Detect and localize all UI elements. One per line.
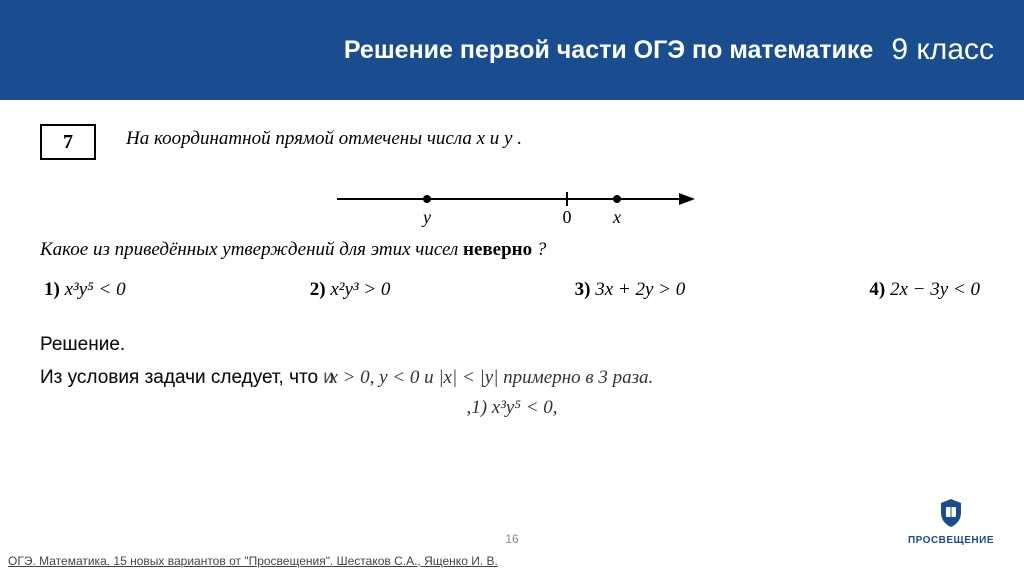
header-bar: Решение первой части ОГЭ по математике 9… [0, 0, 1024, 100]
option-4: 4) 2x − 3y < 0 [869, 279, 980, 301]
options-row: 1) x³y⁵ < 0 2) x²y³ > 0 3) 3x + 2y > 0 4… [40, 279, 984, 301]
option-1-expr: x³y⁵ < 0 [65, 279, 126, 300]
publisher-logo: ПРОСВЕЩЕНИЕ [908, 498, 994, 546]
option-3-num: 3) [575, 279, 591, 300]
option-3: 3) 3x + 2y > 0 [575, 279, 686, 301]
svg-text:0: 0 [563, 207, 572, 227]
header-title: Решение первой части ОГЭ по математике [344, 36, 873, 65]
solution-line-1: Из условия задачи следует, что Из услови… [40, 364, 984, 393]
number-line-svg: y 0 x [327, 174, 697, 229]
question-suffix: ? [537, 239, 547, 260]
shield-book-icon [939, 498, 963, 528]
logo-text: ПРОСВЕЩЕНИЕ [908, 535, 994, 546]
solution-block: Решение. Решение. Из условия задачи след… [40, 331, 984, 423]
option-1-num: 1) [44, 279, 60, 300]
option-4-num: 4) [869, 279, 885, 300]
solution-label-b: Решение. [40, 331, 125, 360]
task-var-x: x [477, 128, 485, 149]
task-number-box: 7 [40, 124, 96, 160]
question-prefix: Какое из приведённых утверждений для эти… [40, 239, 463, 260]
task-statement: На координатной прямой отмечены числа x … [126, 124, 522, 150]
solution-cond: x > 0, y < 0 и |x| < |y| примерно в 3 ра… [329, 367, 653, 388]
task-prefix: На координатной прямой отмечены числа [126, 128, 477, 149]
svg-text:y: y [421, 207, 431, 227]
question-text: Какое из приведённых утверждений для эти… [40, 239, 984, 261]
question-bold: неверно [463, 239, 532, 260]
header-grade: 9 класс [891, 33, 994, 67]
option-4-expr: 2x − 3y < 0 [890, 279, 980, 300]
option-2: 2) x²y³ > 0 [310, 279, 391, 301]
solution-line-2: ,1) x³y⁵ < 0, [40, 394, 984, 423]
svg-text:x: x [612, 207, 621, 227]
solution-line-b: Из условия задачи следует, что и [40, 364, 334, 393]
solution-second: ,1) x³y⁵ < 0, [466, 397, 557, 418]
page-number: 16 [505, 532, 518, 546]
number-line: y 0 x [40, 174, 984, 229]
option-3-expr: 3x + 2y > 0 [595, 279, 685, 300]
content-area: 7 На координатной прямой отмечены числа … [0, 100, 1024, 423]
footer-source: ОГЭ. Математика. 15 новых вариантов от "… [8, 554, 498, 568]
task-and: и [490, 128, 504, 149]
option-2-expr: x²y³ > 0 [330, 279, 390, 300]
option-1: 1) x³y⁵ < 0 [44, 279, 126, 301]
task-row: 7 На координатной прямой отмечены числа … [40, 124, 984, 160]
option-2-num: 2) [310, 279, 326, 300]
task-suffix: . [517, 128, 522, 149]
solution-label: Решение. Решение. [40, 331, 984, 360]
task-var-y: y [504, 128, 512, 149]
